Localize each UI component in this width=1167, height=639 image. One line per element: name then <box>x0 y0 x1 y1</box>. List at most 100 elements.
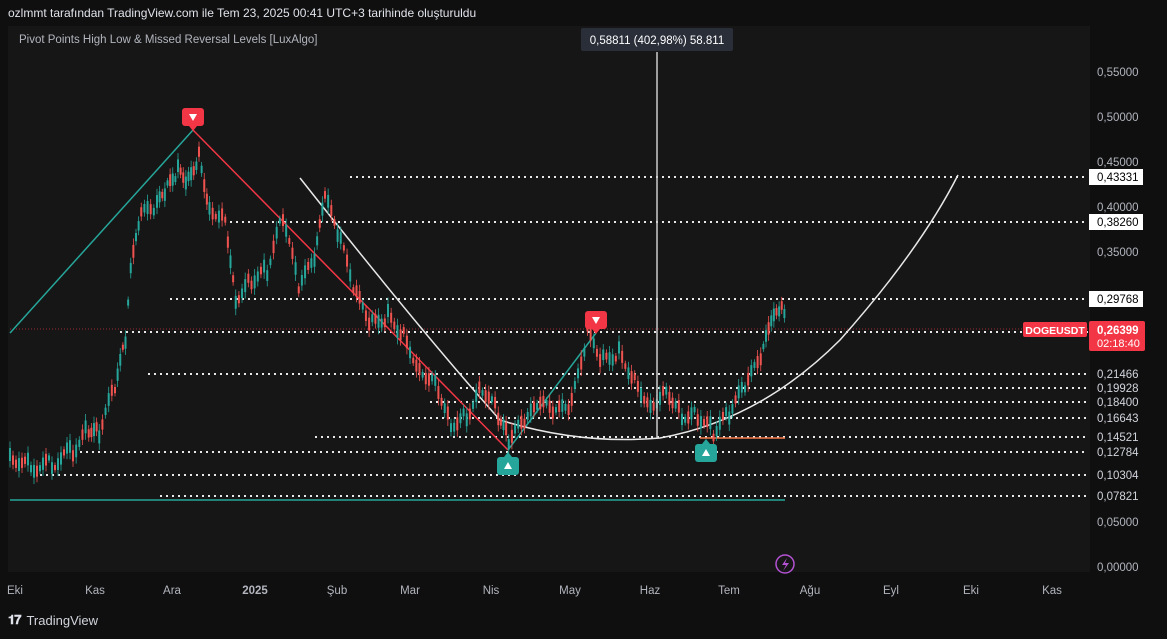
candle-body <box>12 455 14 465</box>
candle-body <box>783 309 786 319</box>
candle-body <box>304 265 307 279</box>
candle-body <box>737 385 740 399</box>
candle-body <box>684 416 687 423</box>
y-tick-label: 0,00000 <box>1097 562 1139 574</box>
candle-body <box>750 365 753 377</box>
candle-body <box>342 245 345 251</box>
candle-body <box>589 327 592 341</box>
candle-body <box>60 452 62 465</box>
candle-body <box>349 269 352 282</box>
time-axis: Eki Kas Ara 2025 Şub Mar Nis May Haz Tem Ağu Eyl Eki… <box>7 585 1062 597</box>
candle-body <box>731 403 734 414</box>
indicator-title: Pivot Points High Low & Missed Reversal … <box>19 34 318 46</box>
y-tick-label: 0,50000 <box>1097 112 1139 124</box>
level-label: 0,43331 <box>1097 172 1139 184</box>
candle-body <box>51 462 53 474</box>
x-tick-label: Mar <box>400 585 420 597</box>
candle-body <box>57 458 59 470</box>
candle-body <box>709 416 712 430</box>
candle-body <box>327 194 330 208</box>
candle-body <box>182 172 185 183</box>
candle-body <box>259 266 262 275</box>
candle-body <box>649 399 652 413</box>
candle-body <box>583 347 586 357</box>
candle-body <box>580 356 583 370</box>
x-tick-label: Ağu <box>800 585 820 597</box>
countdown-label: 02:18:40 <box>1097 338 1140 350</box>
candle-body <box>555 407 557 413</box>
candle-body <box>487 391 490 404</box>
candle-body <box>681 413 683 425</box>
candle-body <box>756 356 759 369</box>
candle-body <box>48 455 50 461</box>
candle-body <box>380 318 383 328</box>
candle-body <box>114 386 116 394</box>
candle-body <box>208 202 211 215</box>
candle-body <box>54 465 56 471</box>
x-tick-label: Kas <box>1042 585 1062 597</box>
candle-body <box>30 465 32 473</box>
y-tick-label: 0,45000 <box>1097 157 1139 169</box>
candle-body <box>434 375 437 386</box>
candle-body <box>36 465 38 477</box>
candle-body <box>156 195 158 208</box>
candle-body <box>195 161 198 170</box>
candle-body <box>494 396 497 409</box>
candle-body <box>132 244 135 258</box>
level-label: 0,12784 <box>1097 447 1139 459</box>
candle-body <box>421 371 424 378</box>
candle-body <box>169 174 172 187</box>
pivot-low-marker <box>695 439 717 462</box>
candle-body <box>358 291 361 304</box>
candle-body <box>706 416 709 428</box>
measure-label-box <box>581 28 733 51</box>
candle-body <box>310 258 313 268</box>
candle-body <box>250 280 253 290</box>
symbol-tag-box <box>1023 322 1087 337</box>
candle-body <box>256 271 259 282</box>
chart-attribution: ozlmmt tarafından TradingView.com ile Te… <box>8 6 477 20</box>
candle-body <box>687 411 690 424</box>
candle-body <box>21 457 23 468</box>
last-price-label: 0,26399 <box>1097 325 1139 337</box>
candle-body <box>247 273 250 283</box>
candle-body <box>402 327 405 334</box>
candle-body <box>333 219 336 226</box>
candle-body <box>361 302 364 310</box>
level-label-box <box>1089 169 1143 185</box>
tradingview-logo-icon: 𝟏𝟕 <box>8 612 22 627</box>
candle-body <box>116 368 119 381</box>
candle-body <box>765 330 767 342</box>
candle-body <box>446 406 449 420</box>
candle-body <box>502 419 505 431</box>
candle-body <box>69 440 71 453</box>
candle-body <box>561 399 564 412</box>
candle-body <box>263 259 266 273</box>
candle-body <box>9 448 11 461</box>
candle-body <box>468 408 471 420</box>
tradingview-footer[interactable]: 𝟏𝟕 TradingView <box>8 612 98 628</box>
candle-body <box>456 417 459 431</box>
candle-body <box>127 299 130 306</box>
candle-body <box>484 390 487 403</box>
x-tick-label: Şub <box>327 585 347 597</box>
candle-body <box>431 374 434 382</box>
candle-body <box>346 254 349 267</box>
candle-body <box>703 418 706 426</box>
candle-body <box>542 395 545 408</box>
candle-body <box>614 355 617 362</box>
candle-body <box>18 458 20 471</box>
symbol-tag: DOGEUSDT <box>1025 325 1085 337</box>
candle-body <box>78 439 81 447</box>
y-tick-label: 0,40000 <box>1097 202 1139 214</box>
candle-body <box>520 415 523 429</box>
candle-body <box>728 411 731 425</box>
candle-body <box>278 218 281 224</box>
candle-body <box>674 401 677 409</box>
candle-body <box>718 416 721 430</box>
cup-curve <box>299 174 959 441</box>
x-tick-label: Eki <box>963 585 979 597</box>
candle-body <box>592 338 595 349</box>
candle-body <box>336 229 339 242</box>
